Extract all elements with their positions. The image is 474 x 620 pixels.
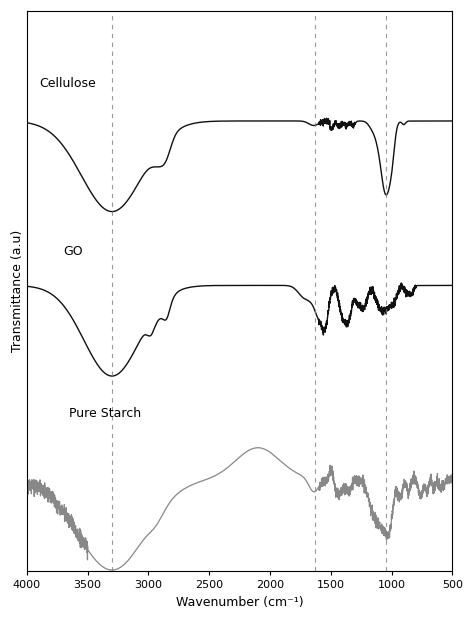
Y-axis label: Transmittance (a.u): Transmittance (a.u) <box>11 230 24 352</box>
Text: Pure Starch: Pure Starch <box>69 407 142 420</box>
Text: Cellulose: Cellulose <box>39 78 96 90</box>
X-axis label: Wavenumber (cm⁻¹): Wavenumber (cm⁻¹) <box>176 596 303 609</box>
Text: GO: GO <box>64 246 83 259</box>
